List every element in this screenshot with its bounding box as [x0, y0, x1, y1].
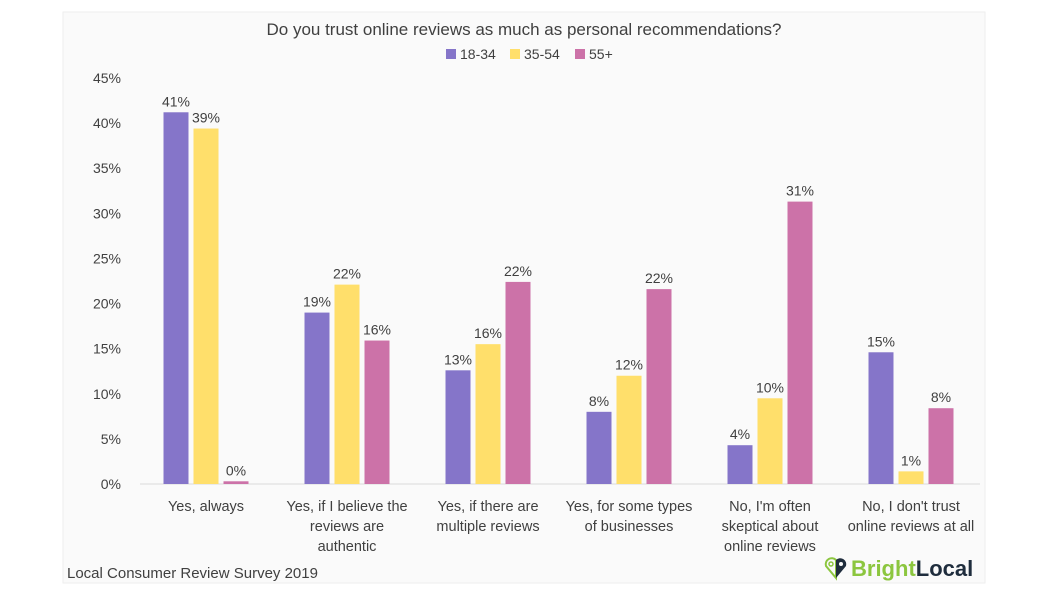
data-label: 16%	[474, 325, 502, 341]
bar	[787, 201, 813, 485]
bars: 41%39%0%19%22%16%13%16%22%8%12%22%4%10%3…	[162, 93, 954, 485]
data-label: 13%	[444, 351, 472, 367]
bar	[475, 344, 501, 484]
x-tick-label: No, I'm often	[729, 499, 811, 515]
bar	[868, 352, 894, 484]
x-tick-label: No, I don't trust	[862, 499, 960, 515]
data-label: 8%	[589, 393, 609, 409]
x-tick-label: online reviews	[724, 539, 816, 555]
data-label: 15%	[867, 333, 895, 349]
data-label: 10%	[756, 379, 784, 395]
source-note: Local Consumer Review Survey 2019	[67, 565, 318, 582]
y-tick-label: 5%	[101, 431, 121, 447]
legend: 18-34 35-54 55+	[446, 46, 613, 62]
bar	[646, 289, 672, 484]
y-tick-label: 30%	[93, 205, 121, 221]
x-axis: Yes, always Yes, if I believe the reviews …	[168, 499, 974, 555]
data-label: 41%	[162, 93, 190, 109]
x-tick-label: of businesses	[585, 519, 674, 535]
x-tick-label: Yes, if I believe the	[286, 499, 407, 515]
bar	[616, 375, 642, 484]
y-tick-label: 45%	[93, 70, 121, 86]
chart-title: Do you trust online reviews as much as p…	[267, 20, 782, 39]
data-label: 39%	[192, 110, 220, 126]
data-label: 0%	[226, 462, 246, 478]
y-tick-label: 35%	[93, 160, 121, 176]
y-tick-label: 25%	[93, 250, 121, 266]
legend-swatch	[510, 49, 520, 59]
bar	[445, 370, 471, 484]
x-tick-label: Yes, always	[168, 499, 244, 515]
bar	[223, 481, 249, 484]
data-label: 22%	[504, 263, 532, 279]
bar	[505, 281, 531, 484]
x-tick-label: multiple reviews	[436, 519, 539, 535]
bar	[928, 408, 954, 484]
svg-text:BrightLocal: BrightLocal	[851, 556, 973, 581]
y-tick-label: 40%	[93, 115, 121, 131]
legend-swatch	[446, 49, 456, 59]
bar	[727, 445, 753, 484]
x-tick-label: skeptical about	[722, 519, 819, 535]
bar	[163, 112, 189, 484]
y-tick-label: 0%	[101, 476, 121, 492]
data-label: 4%	[730, 426, 750, 442]
data-label: 22%	[333, 266, 361, 282]
legend-label: 35-54	[524, 46, 560, 62]
data-label: 12%	[615, 357, 643, 373]
x-tick-label: reviews are	[310, 519, 384, 535]
bar	[898, 471, 924, 484]
y-tick-label: 10%	[93, 386, 121, 402]
legend-label: 55+	[589, 46, 613, 62]
data-label: 22%	[645, 270, 673, 286]
x-tick-label: Yes, if there are	[437, 499, 538, 515]
data-label: 16%	[363, 322, 391, 338]
bar	[304, 312, 330, 484]
y-axis: 0% 5% 10% 15% 20% 25% 30% 35% 40% 45%	[93, 70, 121, 492]
bar	[757, 398, 783, 484]
data-label: 19%	[303, 294, 331, 310]
brightlocal-logo: BrightLocal	[824, 556, 973, 581]
data-label: 8%	[931, 389, 951, 405]
data-label: 1%	[901, 452, 921, 468]
map-pin-heart-icon	[824, 557, 847, 581]
x-tick-label: online reviews at all	[848, 519, 975, 535]
y-tick-label: 15%	[93, 341, 121, 357]
bar	[586, 411, 612, 484]
bar	[334, 284, 360, 484]
bar	[364, 340, 390, 484]
bar	[193, 128, 219, 484]
legend-swatch	[575, 49, 585, 59]
x-tick-label: Yes, for some types	[566, 499, 693, 515]
legend-label: 18-34	[460, 46, 496, 62]
x-tick-label: authentic	[318, 539, 377, 555]
y-tick-label: 20%	[93, 296, 121, 312]
data-label: 31%	[786, 183, 814, 199]
